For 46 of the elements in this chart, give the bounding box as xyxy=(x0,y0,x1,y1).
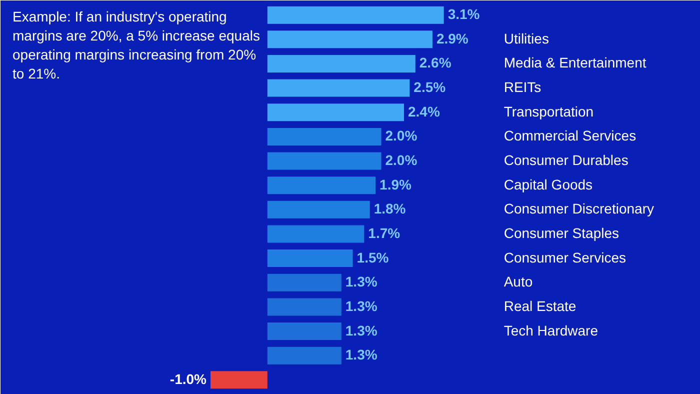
bar xyxy=(267,250,353,268)
bar xyxy=(267,152,382,170)
data-label: 1.3% xyxy=(345,274,378,290)
y-tick-label: Transportation xyxy=(504,103,594,120)
y-tick-label: Media & Entertainment xyxy=(504,54,646,71)
bar xyxy=(267,104,404,122)
bar xyxy=(267,6,444,24)
data-label: 1.3% xyxy=(345,298,378,314)
y-tick-label: Auto xyxy=(504,274,533,290)
data-label: 2.6% xyxy=(419,54,452,71)
bar xyxy=(267,176,376,194)
y-tick-label: Consumer Services xyxy=(504,249,626,266)
y-tick-label: Capital Goods xyxy=(504,176,593,192)
bar xyxy=(267,79,410,97)
data-label: 3.1% xyxy=(448,6,480,22)
bar xyxy=(267,274,342,292)
y-tick-label: Commercial Services xyxy=(504,128,636,144)
y-tick-label: Tech Hardware xyxy=(504,322,598,338)
data-label: 2.5% xyxy=(414,79,446,96)
data-label: 2.4% xyxy=(408,103,440,120)
y-tick-label: Real Estate xyxy=(504,298,576,314)
annotation: Example: If an industry's operating margins are 20%, a 5% increase equals operating margins increasing from 20% to 21%. xyxy=(12,8,260,82)
y-tick-label: Consumer Discretionary xyxy=(504,200,654,217)
data-label: -1.0% xyxy=(170,370,208,387)
bar xyxy=(267,298,342,316)
data-label: 1.3% xyxy=(345,322,378,338)
y-tick-label: REITs xyxy=(504,79,542,96)
y-tick-label: Consumer Staples xyxy=(504,224,620,241)
data-label: 1.8% xyxy=(374,200,406,217)
data-label: 2.9% xyxy=(436,30,469,46)
bar xyxy=(267,346,342,364)
bar xyxy=(267,54,416,72)
bar xyxy=(267,30,432,48)
data-label: 1.3% xyxy=(345,346,378,363)
bar xyxy=(267,200,370,218)
data-label: 2.0% xyxy=(385,152,418,168)
bar xyxy=(267,322,342,340)
data-label: 1.5% xyxy=(356,249,390,266)
data-label: 2.0% xyxy=(385,128,418,144)
bar xyxy=(267,128,382,146)
data-label: 1.9% xyxy=(380,176,412,192)
y-tick-label: Consumer Durables xyxy=(504,152,628,168)
bar xyxy=(267,225,364,243)
data-label: 1.7% xyxy=(368,224,401,241)
bar xyxy=(210,371,268,389)
y-tick-label: Utilities xyxy=(504,30,549,46)
